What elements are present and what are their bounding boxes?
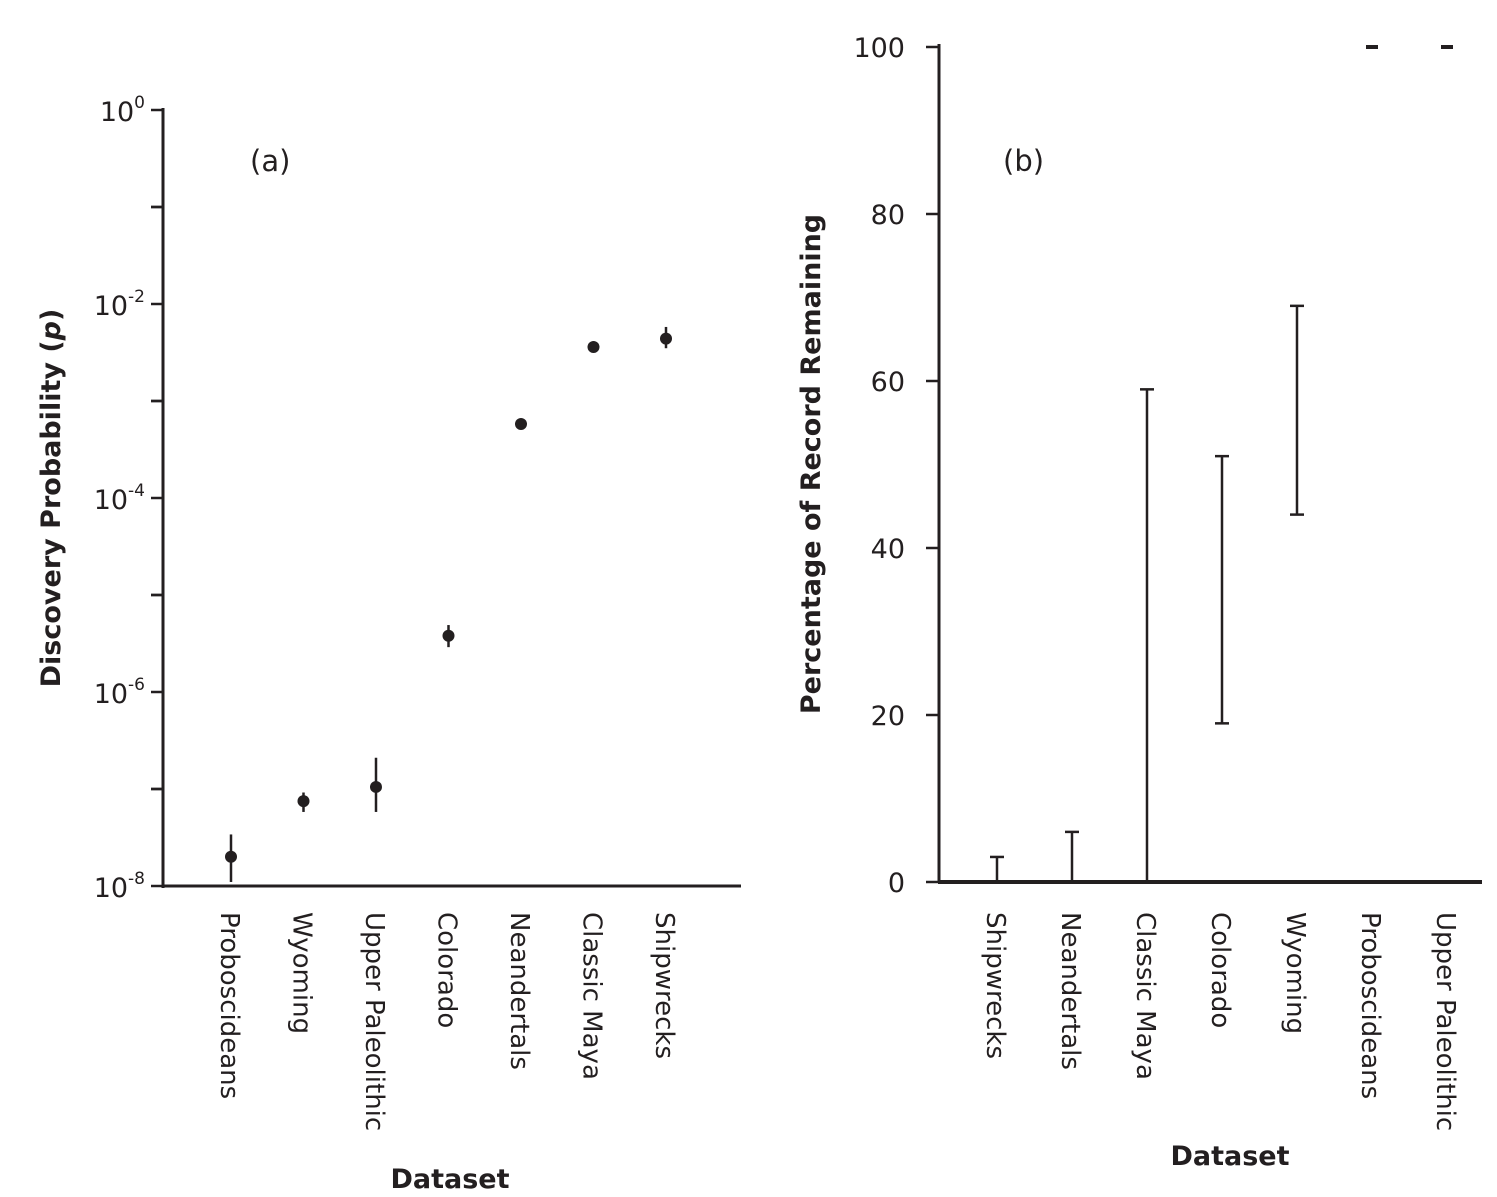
category-label: Neandertals	[1055, 912, 1085, 1070]
y-tick-label: 10-6	[94, 675, 145, 710]
category-label: Proboscideans	[1355, 912, 1385, 1099]
y-tick-label: 80	[871, 200, 905, 231]
data-point	[225, 850, 237, 863]
category-label: Classic Maya	[1130, 912, 1160, 1080]
y-tick-label: 100	[853, 33, 905, 64]
data-point	[587, 341, 600, 354]
panel-a-y-axis-title: Discovery Probability (p)	[36, 309, 67, 688]
y-tick-label: 20	[871, 701, 905, 732]
category-label: Shipwrecks	[980, 912, 1010, 1059]
y-tick-label: 10-4	[94, 481, 145, 516]
category-label: Wyoming	[1280, 912, 1310, 1034]
y-tick-label: 60	[871, 367, 905, 398]
data-point	[515, 417, 527, 430]
panel-b-chart: (b) 0 20 40 60 80 100 Shipwrecks Neandertals Cl…	[796, 33, 1482, 1172]
panel-b-label: (b)	[1003, 144, 1044, 178]
panel-a-category-labels: Proboscideans Wyoming Upper Paleolithic Col…	[214, 912, 679, 1131]
data-point	[370, 780, 382, 793]
panel-a-x-axis-title: Dataset	[390, 1164, 509, 1195]
y-tick-label: 10-8	[94, 869, 145, 904]
panel-b-y-axis-title: Percentage of Record Remaining	[796, 214, 827, 714]
panel-b-axes: 0 20 40 60 80 100	[853, 33, 1482, 899]
panel-b-marks	[990, 45, 1453, 882]
y-tick-label: 10-2	[94, 287, 145, 322]
panel-a-chart: (a) 10-8 10-6 10-4 10-2 100 Proboscideans Wyo…	[36, 93, 741, 1195]
category-label: Wyoming	[287, 912, 317, 1034]
y-tick-label: 0	[888, 868, 905, 899]
category-label: Upper Paleolithic	[359, 912, 389, 1131]
category-label: Colorado	[1205, 912, 1235, 1028]
panel-a-marks	[225, 326, 672, 882]
category-label: Neandertals	[504, 912, 534, 1070]
y-tick-label: 40	[871, 534, 905, 565]
data-point	[297, 795, 310, 808]
category-label: Classic Maya	[577, 912, 607, 1080]
data-point	[660, 332, 672, 345]
category-label: Proboscideans	[214, 912, 244, 1099]
category-label: Shipwrecks	[649, 912, 679, 1059]
category-label: Upper Paleolithic	[1430, 912, 1460, 1131]
category-label: Colorado	[432, 912, 462, 1028]
panel-a-label: (a)	[250, 144, 290, 178]
panel-b-category-labels: Shipwrecks Neandertals Classic Maya Colorad…	[980, 912, 1460, 1131]
data-point	[442, 629, 455, 642]
y-tick-label: 100	[100, 93, 145, 128]
panel-b-x-axis-title: Dataset	[1170, 1141, 1289, 1172]
panel-a-axes: 10-8 10-6 10-4 10-2 100	[94, 93, 741, 904]
